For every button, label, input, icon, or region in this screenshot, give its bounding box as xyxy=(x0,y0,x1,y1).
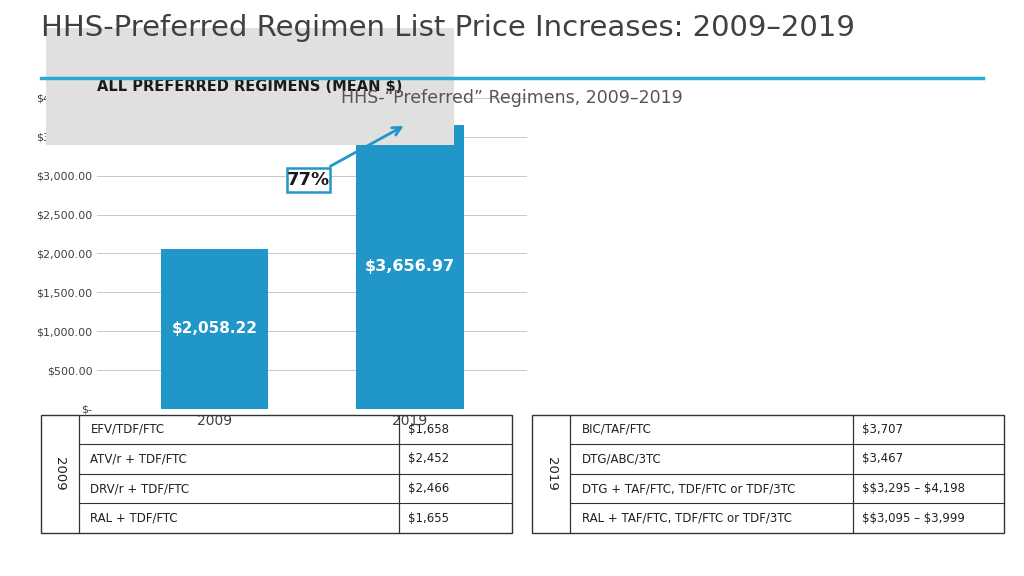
Text: $$3,295 – $4,198: $$3,295 – $4,198 xyxy=(862,482,966,495)
Text: $3,656.97: $3,656.97 xyxy=(365,259,455,274)
Text: DRV/r + TDF/FTC: DRV/r + TDF/FTC xyxy=(90,482,189,495)
Bar xyxy=(161,249,268,409)
Text: ATV/r + TDF/FTC: ATV/r + TDF/FTC xyxy=(90,453,187,465)
Bar xyxy=(356,124,464,409)
Text: $2,466: $2,466 xyxy=(409,482,450,495)
Text: 2019: 2019 xyxy=(545,457,558,491)
Text: RAL + TAF/FTC, TDF/FTC or TDF/3TC: RAL + TAF/FTC, TDF/FTC or TDF/3TC xyxy=(582,511,792,525)
Text: HHS-“Preferred” Regimens, 2009–2019: HHS-“Preferred” Regimens, 2009–2019 xyxy=(341,89,683,107)
Text: $1,658: $1,658 xyxy=(409,423,450,436)
Text: DTG/ABC/3TC: DTG/ABC/3TC xyxy=(582,453,662,465)
Text: 2009: 2009 xyxy=(53,457,67,491)
Text: RAL + TDF/FTC: RAL + TDF/FTC xyxy=(90,511,178,525)
Text: DTG + TAF/FTC, TDF/FTC or TDF/3TC: DTG + TAF/FTC, TDF/FTC or TDF/3TC xyxy=(582,482,796,495)
Text: $1,655: $1,655 xyxy=(409,511,450,525)
Text: $2,058.22: $2,058.22 xyxy=(172,321,258,336)
Text: $$3,095 – $3,999: $$3,095 – $3,999 xyxy=(862,511,965,525)
Text: ALL PREFERRED REGIMENS (MEAN $): ALL PREFERRED REGIMENS (MEAN $) xyxy=(97,79,402,94)
FancyBboxPatch shape xyxy=(287,168,330,192)
Text: $2,452: $2,452 xyxy=(409,453,450,465)
Text: BIC/TAF/FTC: BIC/TAF/FTC xyxy=(582,423,652,436)
Text: $3,707: $3,707 xyxy=(862,423,903,436)
Text: $3,467: $3,467 xyxy=(862,453,903,465)
Text: Slide 10 of 31 Slide 10 of 25 From T Horn, MS at New Orleans, LA, December 4-7, : Slide 10 of 31 Slide 10 of 25 From T Hor… xyxy=(26,551,819,562)
Text: HHS-Preferred Regimen List Price Increases: 2009–2019: HHS-Preferred Regimen List Price Increas… xyxy=(41,14,855,43)
Text: 77%: 77% xyxy=(287,170,330,188)
Text: EFV/TDF/FTC: EFV/TDF/FTC xyxy=(90,423,165,436)
